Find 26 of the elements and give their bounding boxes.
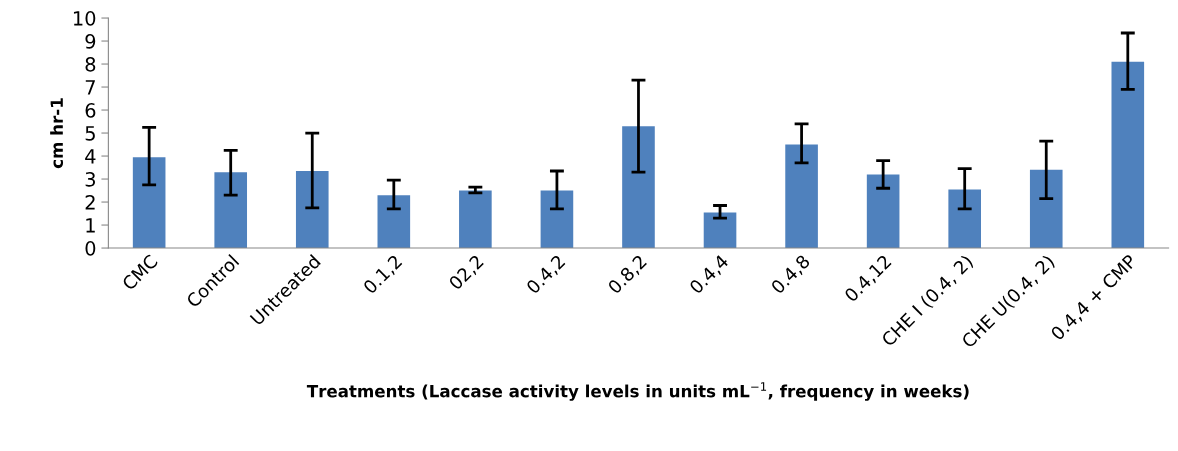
y-tick-label: 2 (85, 195, 95, 210)
bar (1111, 61, 1145, 249)
bar (785, 144, 818, 249)
bar (1029, 169, 1063, 249)
bar (866, 174, 900, 249)
bar (459, 190, 492, 249)
bar (377, 195, 411, 249)
y-axis-title: cm hr-1 (50, 98, 64, 169)
y-tick-label: 7 (85, 80, 95, 95)
bar (622, 126, 655, 249)
bar (214, 172, 248, 249)
y-tick-label: 8 (85, 57, 96, 72)
y-tick-label: 10 (73, 11, 96, 26)
y-tick-label: 4 (85, 149, 96, 164)
bar (540, 190, 574, 249)
bar (295, 171, 329, 249)
y-tick-label: 6 (85, 103, 96, 118)
x-axis-title: Treatments (Laccase activity levels in units mL$^{−1}$, frequency in weeks) (306, 382, 969, 401)
y-tick-label: 5 (85, 126, 95, 141)
y-tick-label: 1 (86, 218, 95, 233)
bar (703, 212, 737, 249)
y-tick-label: 9 (85, 34, 96, 49)
y-tick-label: 3 (85, 172, 96, 187)
y-tick-label: 0 (85, 241, 96, 256)
bar (948, 189, 981, 249)
bar (132, 157, 166, 249)
